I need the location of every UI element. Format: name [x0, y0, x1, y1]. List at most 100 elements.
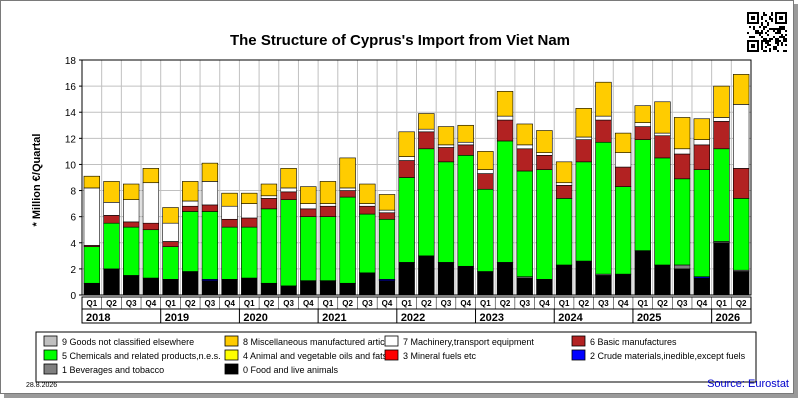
- bar-segment: [477, 151, 494, 170]
- bar-segment: [673, 148, 691, 155]
- bar-segment: [280, 187, 297, 193]
- bar-segment: [339, 157, 356, 189]
- bar-segment: [241, 203, 258, 219]
- bar-segment: [477, 188, 494, 272]
- bar-segment: [614, 152, 632, 168]
- x-tick-label: Q3: [283, 299, 294, 308]
- bar-segment: [83, 187, 101, 246]
- bar-segment: [182, 200, 199, 207]
- y-tick-label: 4: [70, 239, 76, 250]
- x-tick-label: Q3: [519, 299, 530, 308]
- x-tick-label: Q2: [500, 299, 511, 308]
- x-tick-label: Q4: [460, 299, 471, 308]
- bar-segment: [654, 132, 671, 137]
- year-label: 2020: [243, 312, 267, 324]
- bar-segment: [182, 211, 199, 272]
- bar-segment: [732, 198, 750, 271]
- bar-segment: [477, 173, 494, 190]
- bar-segment: [693, 118, 710, 140]
- bar-segment: [732, 74, 750, 105]
- bar-segment: [516, 148, 533, 172]
- legend-label: 5 Chemicals and related products,n.e.s.: [62, 351, 221, 361]
- bar-segment: [654, 135, 671, 159]
- bar-segment: [221, 205, 238, 220]
- bar-segment: [162, 241, 179, 247]
- x-tick-label: Q1: [244, 299, 255, 308]
- bar-segment: [339, 196, 356, 284]
- x-tick-label: Q1: [559, 299, 570, 308]
- bar-segment: [477, 169, 494, 174]
- bar-segment: [378, 209, 396, 214]
- bar-segment: [83, 246, 101, 284]
- bar-segment: [713, 121, 730, 150]
- bar-segment: [319, 216, 337, 281]
- legend: 9 Goods not classified elsewhere 8 Miscel…: [35, 331, 757, 383]
- bar-segment: [673, 264, 691, 270]
- x-tick-label: Q2: [185, 299, 196, 308]
- x-tick-label: Q4: [618, 299, 629, 308]
- bar-segment: [300, 208, 317, 217]
- bar-segment: [418, 131, 435, 150]
- bar-segment: [418, 113, 435, 130]
- bar-segment: [241, 217, 258, 228]
- y-tick-label: 18: [65, 56, 77, 67]
- year-label: 2018: [86, 312, 110, 324]
- x-tick-label: Q1: [637, 299, 648, 308]
- bar-segment: [673, 268, 691, 296]
- bar-segment: [359, 203, 376, 207]
- bar-segment: [319, 205, 337, 217]
- bar-segment: [300, 216, 317, 281]
- bar-segment: [634, 105, 651, 123]
- x-tick-label: Q2: [342, 299, 353, 308]
- bar-segment: [359, 205, 376, 215]
- x-tick-label: Q3: [677, 299, 688, 308]
- y-tick-label: 2: [70, 265, 76, 276]
- bar-segment: [713, 148, 730, 242]
- bar-segment: [614, 273, 632, 296]
- x-tick-label: Q3: [205, 299, 216, 308]
- bar-segment: [241, 192, 258, 204]
- bar-segment: [398, 262, 415, 296]
- bar-segment: [103, 268, 120, 296]
- x-tick-label: Q1: [480, 299, 491, 308]
- bar-segment: [437, 144, 455, 148]
- bar-segment: [693, 277, 710, 296]
- bar-segment: [595, 119, 612, 143]
- bar-segment: [359, 183, 376, 204]
- bar-segment: [339, 187, 356, 191]
- y-tick-label: 6: [70, 213, 76, 224]
- bar-segment: [732, 104, 750, 169]
- bar-segment: [418, 128, 435, 133]
- bar-segment: [536, 152, 553, 156]
- bar-segment: [575, 108, 592, 138]
- x-tick-label: Q2: [264, 299, 275, 308]
- bar-segment: [319, 203, 337, 207]
- x-tick-label: Q2: [106, 299, 117, 308]
- x-tick-label: Q1: [165, 299, 176, 308]
- bar-segment: [162, 222, 179, 242]
- bar-segment: [673, 153, 691, 180]
- bar-segment: [437, 126, 455, 146]
- bar-segment: [457, 265, 474, 296]
- x-tick-label: Q3: [441, 299, 452, 308]
- bar-segment: [693, 144, 710, 170]
- bar-segment: [83, 282, 101, 296]
- x-tick-label: Q1: [401, 299, 412, 308]
- legend-label: 4 Animal and vegetable oils and fats: [243, 351, 388, 361]
- bar-segment: [378, 280, 396, 296]
- x-tick-label: Q2: [578, 299, 589, 308]
- bar-segment: [103, 222, 120, 270]
- bar-segment: [221, 279, 238, 296]
- bar-segment: [516, 277, 533, 296]
- legend-swatch: [224, 335, 239, 347]
- x-tick-label: Q1: [716, 299, 727, 308]
- bar-segment: [398, 131, 415, 157]
- bar-segment: [732, 271, 750, 296]
- x-tick-label: Q1: [87, 299, 98, 308]
- legend-swatch: [384, 349, 399, 361]
- bar-segment: [555, 161, 573, 184]
- bar-segment: [595, 115, 612, 121]
- legend-label: 7 Machinery,transport equipment: [403, 337, 534, 347]
- x-tick-label: Q3: [126, 299, 137, 308]
- bar-segment: [142, 229, 160, 279]
